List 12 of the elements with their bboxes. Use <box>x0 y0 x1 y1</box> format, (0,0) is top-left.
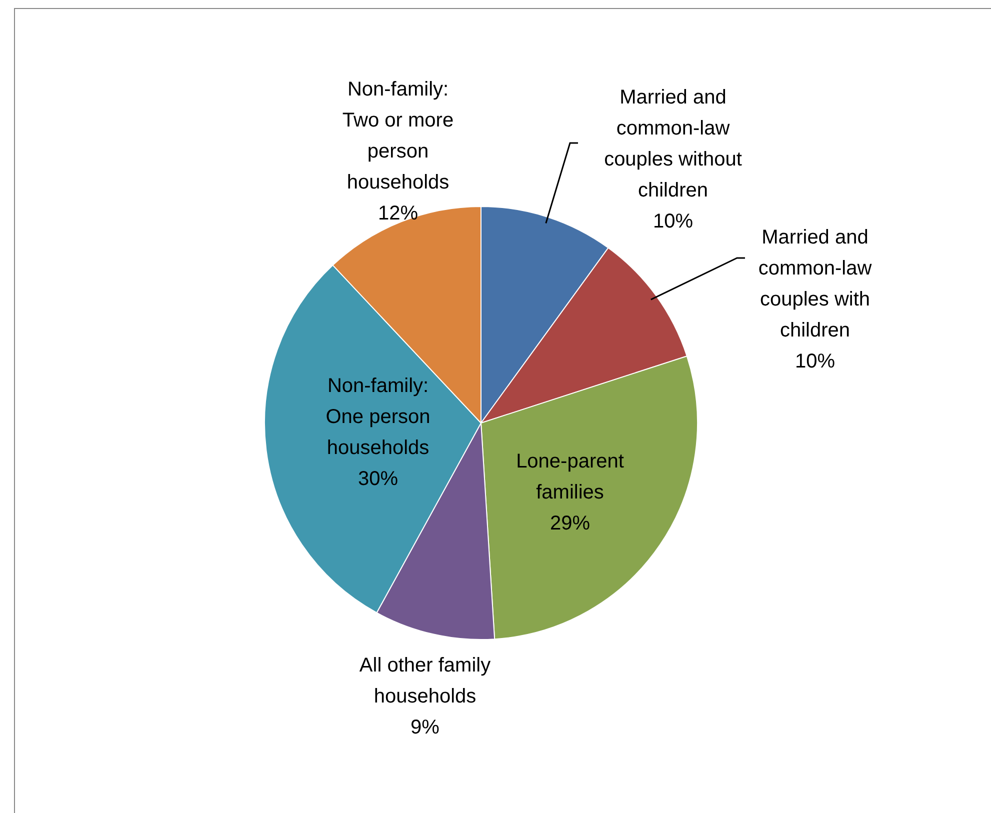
data-label: 30% <box>358 468 398 490</box>
slice-label: All other family households <box>359 654 491 708</box>
data-label: 29% <box>550 512 590 535</box>
slice-label: Non-family: One person households <box>326 375 430 460</box>
slice-label: Married and common-law couples with children <box>758 226 872 342</box>
data-label: 9% <box>410 716 440 739</box>
data-label: 10% <box>794 350 836 373</box>
slice-label: Lone-parent families <box>516 450 624 504</box>
slice-label: Married and common-law couples without children <box>604 86 742 202</box>
data-label: 12% <box>378 202 418 225</box>
data-label: 10% <box>652 210 694 233</box>
slice-label: Non-family: Two or more person households <box>342 78 454 194</box>
